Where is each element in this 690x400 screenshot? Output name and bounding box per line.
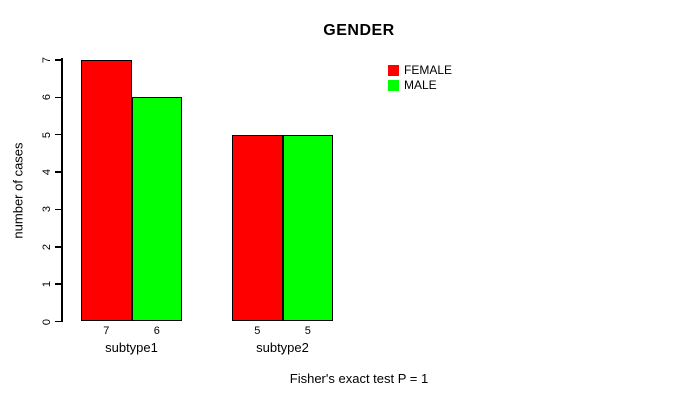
bar-value-female-subtype2: 5 [254,325,261,337]
y-tick-mark-1 [54,283,62,285]
bar-female-subtype2 [232,134,283,322]
y-tick-mark-7 [54,59,62,61]
bar-male-subtype1 [131,97,182,322]
bar-female-subtype1 [81,59,132,322]
y-tick-mark-6 [54,96,62,99]
male-color-swatch [388,80,399,91]
legend-item-female: FEMALE [388,63,452,78]
y-tick-label-1: 1 [41,281,53,288]
y-tick-mark-2 [54,246,62,248]
group-label-subtype1: subtype1 [105,340,158,355]
y-tick-label-2: 2 [41,243,53,250]
legend-label-female: FEMALE [404,63,453,77]
y-tick-label-3: 3 [41,206,53,213]
bar-value-female-subtype1: 7 [103,325,110,337]
y-tick-label-4: 4 [41,168,53,176]
y-tick-label-0: 0 [41,318,53,325]
bar-value-male-subtype2: 5 [304,325,311,337]
legend-label-male: MALE [404,78,437,92]
y-tick-mark-5 [54,133,62,136]
chart-title: GENDER [323,22,395,39]
female-color-swatch [388,65,399,76]
y-tick-label-6: 6 [41,94,53,101]
y-tick-mark-4 [54,171,62,173]
legend: FEMALE MALE [388,63,452,93]
y-axis-line [61,58,63,322]
y-tick-mark-3 [54,208,62,211]
y-tick-mark-0 [54,320,62,323]
y-tick-label-7: 7 [41,56,53,64]
group-label-subtype2: subtype2 [256,340,309,355]
y-tick-label-5: 5 [41,131,53,138]
fisher-test-annotation: Fisher's exact test P = 1 [289,371,429,386]
legend-item-male: MALE [388,78,452,93]
bar-male-subtype2 [282,134,333,322]
bar-value-male-subtype1: 6 [153,325,160,337]
y-axis-title: number of cases [10,142,26,239]
